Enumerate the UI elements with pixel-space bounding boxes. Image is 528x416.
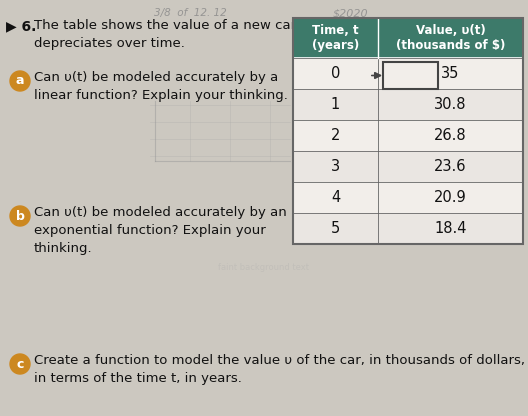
Text: Can υ(t) be modeled accurately by an
exponential function? Explain your
thinking: Can υ(t) be modeled accurately by an exp…: [34, 206, 287, 255]
Text: b: b: [15, 210, 24, 223]
Circle shape: [10, 206, 30, 226]
Text: 18.4: 18.4: [434, 221, 467, 236]
Text: $2020: $2020: [332, 8, 368, 18]
Bar: [293, 182, 523, 213]
Text: faint background text: faint background text: [219, 263, 309, 272]
Text: 1: 1: [331, 97, 340, 112]
Bar: [383, 62, 438, 89]
Text: 3: 3: [331, 159, 340, 174]
Text: 0: 0: [331, 66, 340, 81]
Text: 30.8: 30.8: [434, 97, 467, 112]
Text: c: c: [16, 357, 24, 371]
Text: Value, υ(t)
(thousands of $): Value, υ(t) (thousands of $): [396, 23, 505, 52]
Text: 5: 5: [331, 221, 340, 236]
Text: 26.8: 26.8: [434, 128, 467, 143]
Circle shape: [10, 71, 30, 91]
Bar: [293, 151, 523, 182]
Bar: [293, 89, 523, 120]
Bar: [293, 18, 523, 58]
Bar: [293, 120, 523, 151]
Text: 3/8  of  12. 12: 3/8 of 12. 12: [154, 8, 227, 18]
Text: Time, t
(years): Time, t (years): [312, 23, 359, 52]
Text: Can υ(t) be modeled accurately by a
linear function? Explain your thinking.: Can υ(t) be modeled accurately by a line…: [34, 71, 288, 102]
Text: 2: 2: [331, 128, 340, 143]
Text: a: a: [16, 74, 24, 87]
Text: Create a function to model the value υ of the car, in thousands of dollars,
in t: Create a function to model the value υ o…: [34, 354, 525, 385]
Bar: [293, 213, 523, 244]
Text: 35: 35: [441, 66, 460, 81]
Circle shape: [10, 354, 30, 374]
Text: The table shows the value of a new car that
depreciates over time.: The table shows the value of a new car t…: [34, 19, 327, 50]
Bar: [293, 58, 523, 89]
Text: 20.9: 20.9: [434, 190, 467, 205]
Text: 4: 4: [331, 190, 340, 205]
Text: ▶ 6.: ▶ 6.: [6, 19, 36, 33]
Text: 23.6: 23.6: [434, 159, 467, 174]
Bar: [293, 18, 523, 244]
